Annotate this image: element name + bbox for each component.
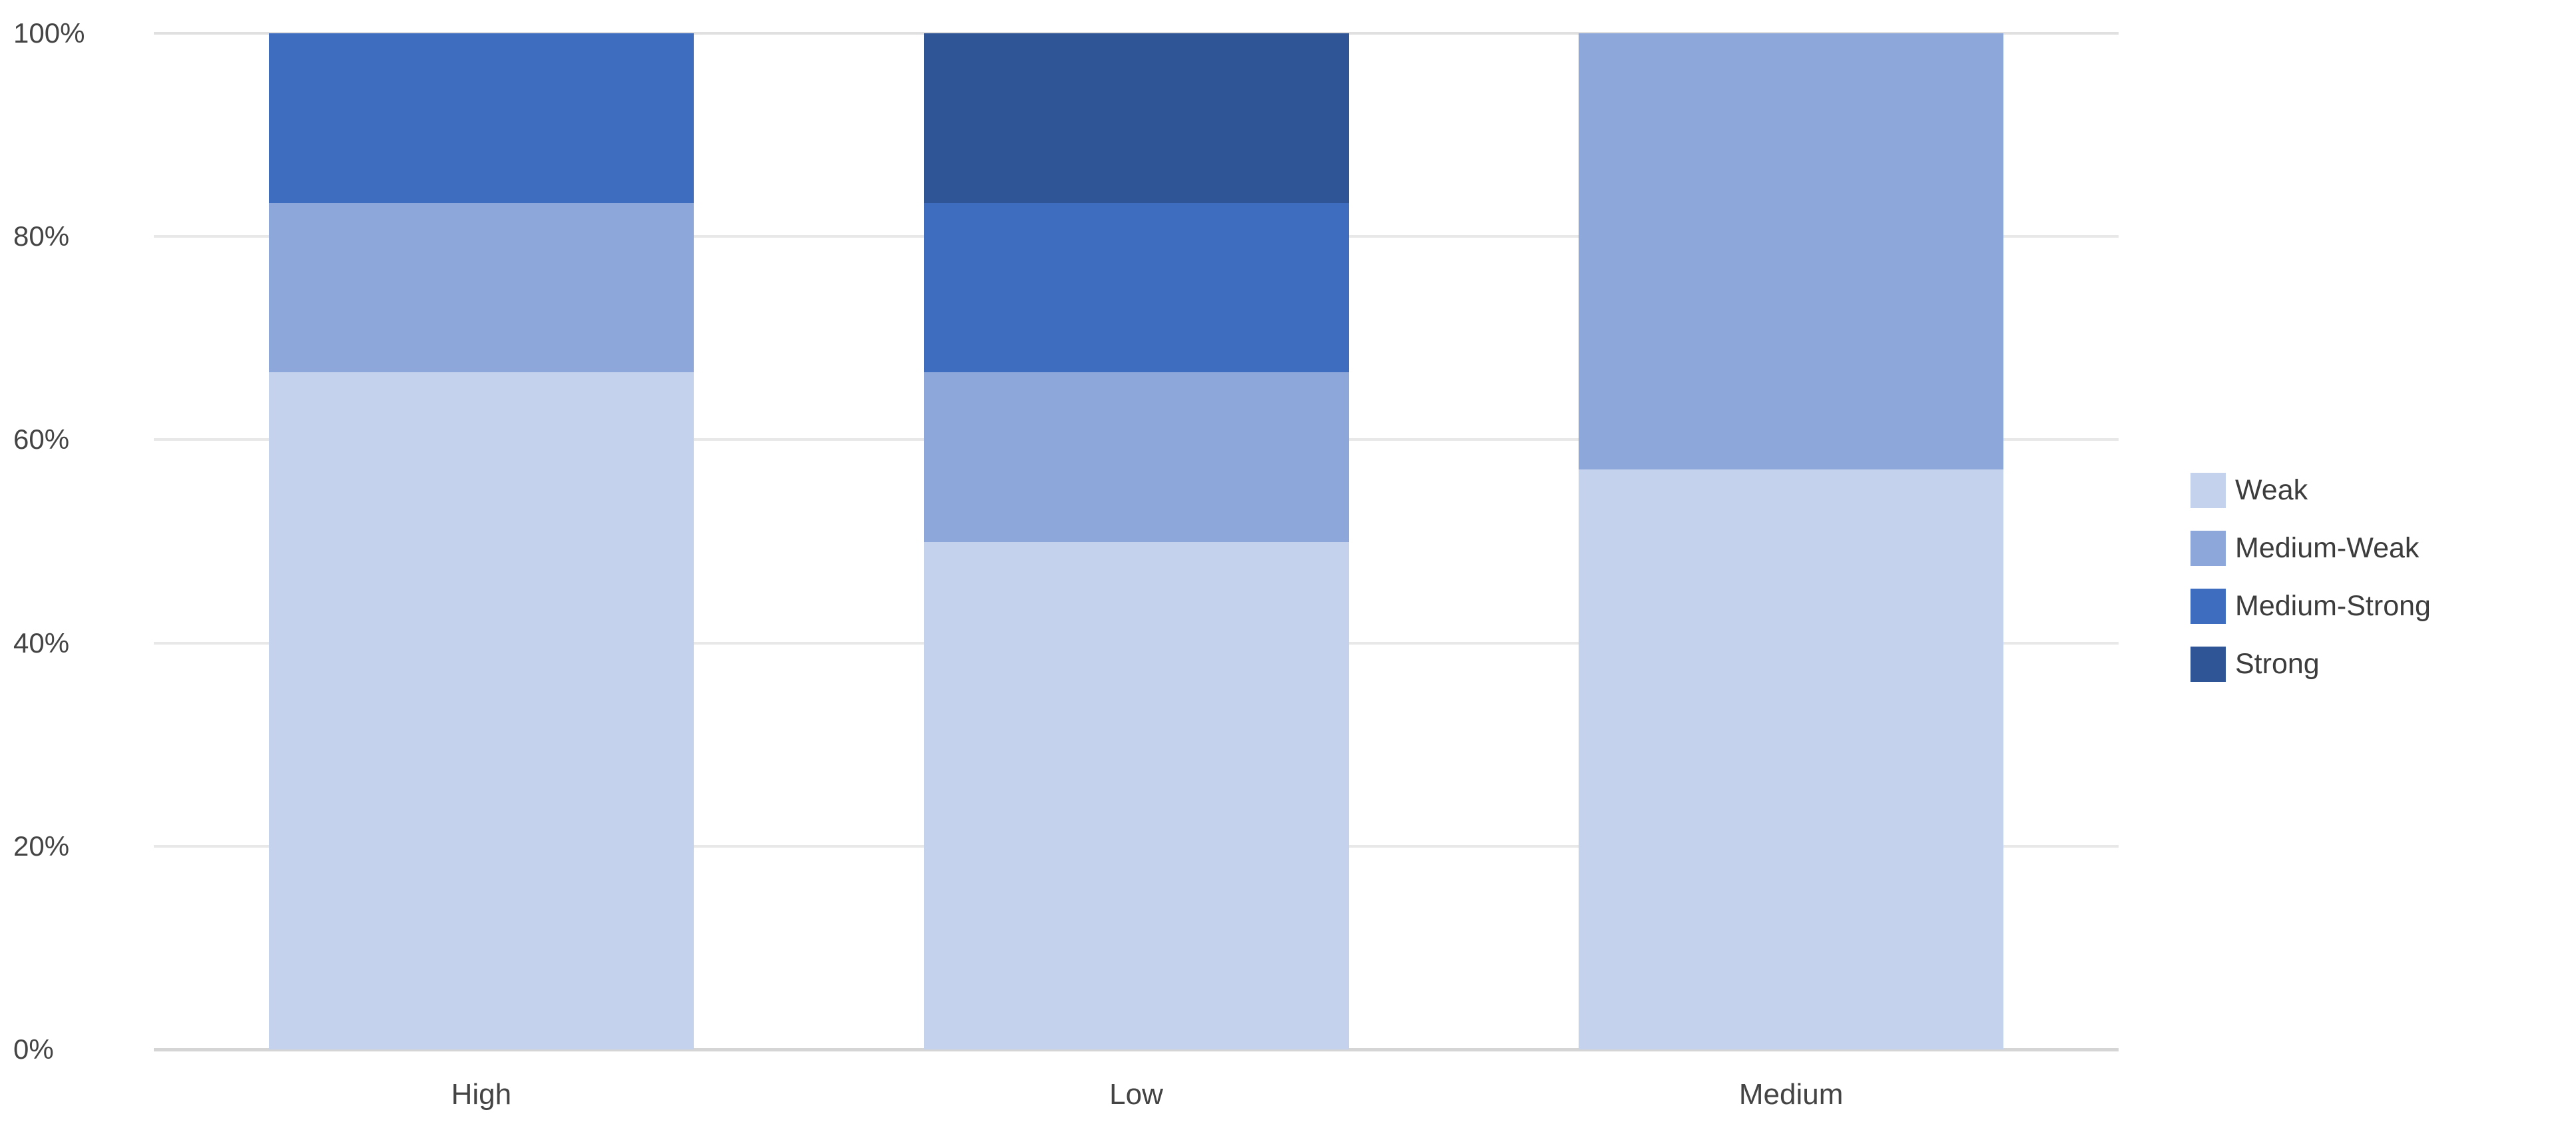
chart-legend: Weak Medium-Weak Medium-Strong Strong: [2190, 473, 2431, 682]
legend-swatch-strong: [2190, 647, 2226, 682]
y-tick-label: 80%: [13, 220, 70, 252]
y-tick-label: 60%: [13, 424, 70, 455]
segment-medium-medium-weak[interactable]: [1579, 33, 2004, 469]
bar-medium: [1579, 33, 2004, 1049]
legend-swatch-medium-weak: [2190, 531, 2226, 566]
legend-label: Medium-Strong: [2235, 590, 2431, 622]
legend-item-strong: Strong: [2190, 647, 2431, 682]
segment-low-medium-strong[interactable]: [923, 202, 1349, 373]
y-tick-label: 20%: [13, 830, 70, 862]
legend-label: Weak: [2235, 474, 2308, 506]
bar-low: [923, 33, 1349, 1049]
bar-high: [268, 33, 694, 1049]
x-category-label: Low: [1109, 1078, 1163, 1111]
legend-swatch-medium-strong: [2190, 589, 2226, 624]
gridline: [154, 32, 2119, 35]
legend-label: Strong: [2235, 648, 2320, 680]
segment-low-weak[interactable]: [923, 541, 1349, 1049]
segment-high-medium-weak[interactable]: [268, 202, 694, 373]
x-category-label: Medium: [1738, 1078, 1844, 1111]
x-axis-line: [154, 1047, 2119, 1051]
segment-high-medium-strong[interactable]: [268, 33, 694, 203]
legend-item-medium-strong: Medium-Strong: [2190, 589, 2431, 624]
y-tick-label: 40%: [13, 627, 70, 659]
segment-low-strong[interactable]: [923, 33, 1349, 203]
legend-swatch-weak: [2190, 473, 2226, 508]
x-category-label: High: [451, 1078, 512, 1111]
legend-label: Medium-Weak: [2235, 532, 2420, 564]
segment-high-weak[interactable]: [268, 372, 694, 1049]
legend-item-weak: Weak: [2190, 473, 2431, 508]
y-tick-label: 0%: [13, 1033, 54, 1065]
segment-medium-weak[interactable]: [1579, 469, 2004, 1049]
legend-item-medium-weak: Medium-Weak: [2190, 531, 2431, 566]
y-tick-label: 100%: [13, 17, 85, 49]
segment-low-medium-weak[interactable]: [923, 372, 1349, 542]
